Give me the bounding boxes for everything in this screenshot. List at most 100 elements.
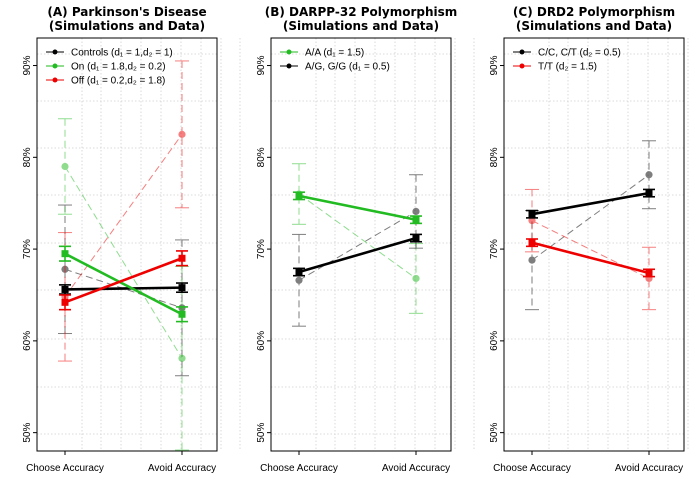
sim-point (295, 268, 303, 276)
legend-label: Off (d₁ = 0.2,d₂ = 1.8) (71, 76, 165, 87)
y-tick-label: 80% (256, 147, 267, 167)
data-series-1 (292, 174, 423, 327)
data-series-0 (292, 163, 423, 314)
legend-label: A/G, G/G (d₁ = 0.5) (305, 62, 390, 73)
sim-series-line (298, 236, 417, 274)
x-axis: Choose Accuracy Avoid Accuracy (493, 451, 683, 474)
data-series-line (531, 220, 650, 279)
y-tick-label: 80% (489, 147, 500, 167)
x-axis: Choose Accuracy Avoid Accuracy (26, 451, 216, 474)
legend-label: On (d₁ = 1.8,d₂ = 0.2) (71, 62, 166, 73)
x-tick-label: Avoid Accuracy (615, 463, 683, 474)
sim-point (61, 285, 69, 293)
data-point (645, 171, 653, 179)
sim-series-line (64, 286, 183, 291)
sim-series-0 (526, 188, 655, 219)
legend-swatch-marker (286, 63, 292, 69)
legend-swatch-marker (286, 49, 292, 55)
sim-series-line (531, 241, 650, 275)
x-axis: Choose Accuracy Avoid Accuracy (260, 451, 450, 474)
sim-series-line (531, 191, 650, 216)
y-tick-label: 50% (22, 423, 33, 443)
panel-c: (C) DRD2 Polymorphism(Simulations and Da… (489, 5, 689, 474)
sim-point (178, 284, 186, 292)
plot-frame (270, 37, 452, 452)
y-tick-label: 90% (489, 55, 500, 75)
y-tick-label: 60% (489, 331, 500, 351)
chart-title: (A) Parkinson's Disease (47, 5, 206, 19)
x-tick-label: Choose Accuracy (493, 463, 571, 474)
sim-point (528, 210, 536, 218)
sim-series-line (64, 252, 183, 316)
legend-swatch-marker (52, 77, 58, 83)
sim-point (412, 234, 420, 242)
sim-point (528, 239, 536, 247)
chart-subtitle: (Simulations and Data) (516, 19, 672, 33)
chart-title: (C) DRD2 Polymorphism (513, 5, 675, 19)
legend-label: T/T (d₂ = 1.5) (538, 62, 597, 73)
legend: Controls (d₁ = 1,d₂ = 1) On (d₁ = 1.8,d₂ … (46, 48, 173, 87)
y-tick-label: 50% (256, 423, 267, 443)
sim-series-0 (293, 191, 422, 225)
legend-label: A/A (d₁ = 1.5) (305, 48, 364, 59)
sim-point (645, 269, 653, 277)
sim-point (412, 216, 420, 224)
y-axis: 50% 60% 70% 80% 90% (22, 55, 37, 443)
data-point (412, 207, 420, 216)
plot-frame (36, 37, 218, 452)
data-series-line (64, 166, 183, 359)
data-series-line (298, 211, 417, 281)
sim-point (178, 254, 186, 262)
sim-series-line (298, 194, 417, 221)
legend-swatch-marker (519, 49, 525, 55)
y-axis: 50% 60% 70% 80% 90% (489, 55, 504, 443)
chart-title: (B) DARPP-32 Polymorphism (265, 5, 458, 19)
data-series-0 (525, 140, 656, 311)
sim-series-1 (59, 245, 188, 323)
x-tick-label: Choose Accuracy (26, 463, 104, 474)
grid-lines (504, 38, 689, 451)
y-tick-label: 70% (489, 239, 500, 259)
sim-point (178, 310, 186, 318)
panel-a: (A) Parkinson's Disease(Simulations and … (22, 5, 241, 474)
sim-series-1 (526, 238, 655, 278)
chart-subtitle: (Simulations and Data) (49, 19, 205, 33)
y-tick-label: 50% (489, 423, 500, 443)
legend-swatch-marker (519, 63, 525, 69)
legend-label: Controls (d₁ = 1,d₂ = 1) (71, 48, 173, 59)
data-series-line (64, 134, 183, 298)
y-tick-label: 70% (22, 239, 33, 259)
plot-frame (503, 37, 685, 452)
sim-series-0 (59, 282, 188, 295)
data-series-1 (525, 188, 656, 311)
series-marks (525, 140, 656, 311)
series-marks (292, 163, 423, 327)
series-marks (58, 60, 189, 451)
grid-lines (271, 38, 475, 451)
data-point (412, 274, 420, 283)
data-point (61, 162, 69, 171)
sim-series-1 (293, 233, 422, 277)
sim-point (61, 250, 69, 258)
y-axis: 50% 60% 70% 80% 90% (256, 55, 271, 443)
data-series-line (531, 174, 650, 261)
y-tick-label: 60% (256, 331, 267, 351)
grid-lines (37, 38, 241, 451)
chart-subtitle: (Simulations and Data) (283, 19, 439, 33)
x-tick-label: Choose Accuracy (260, 463, 338, 474)
sim-series-line (64, 257, 183, 304)
y-tick-label: 80% (22, 147, 33, 167)
data-point (528, 217, 536, 225)
legend: A/A (d₁ = 1.5) A/G, G/G (d₁ = 0.5) (280, 48, 390, 73)
y-tick-label: 70% (256, 239, 267, 259)
legend-label: C/C, C/T (d₂ = 0.5) (538, 48, 621, 59)
y-tick-label: 90% (256, 55, 267, 75)
data-series-1 (58, 118, 189, 451)
sim-point (295, 192, 303, 200)
sim-series-2 (59, 250, 188, 311)
x-tick-label: Avoid Accuracy (382, 463, 450, 474)
y-tick-label: 60% (22, 331, 33, 351)
data-point (295, 276, 303, 284)
legend-swatch-marker (52, 49, 58, 55)
